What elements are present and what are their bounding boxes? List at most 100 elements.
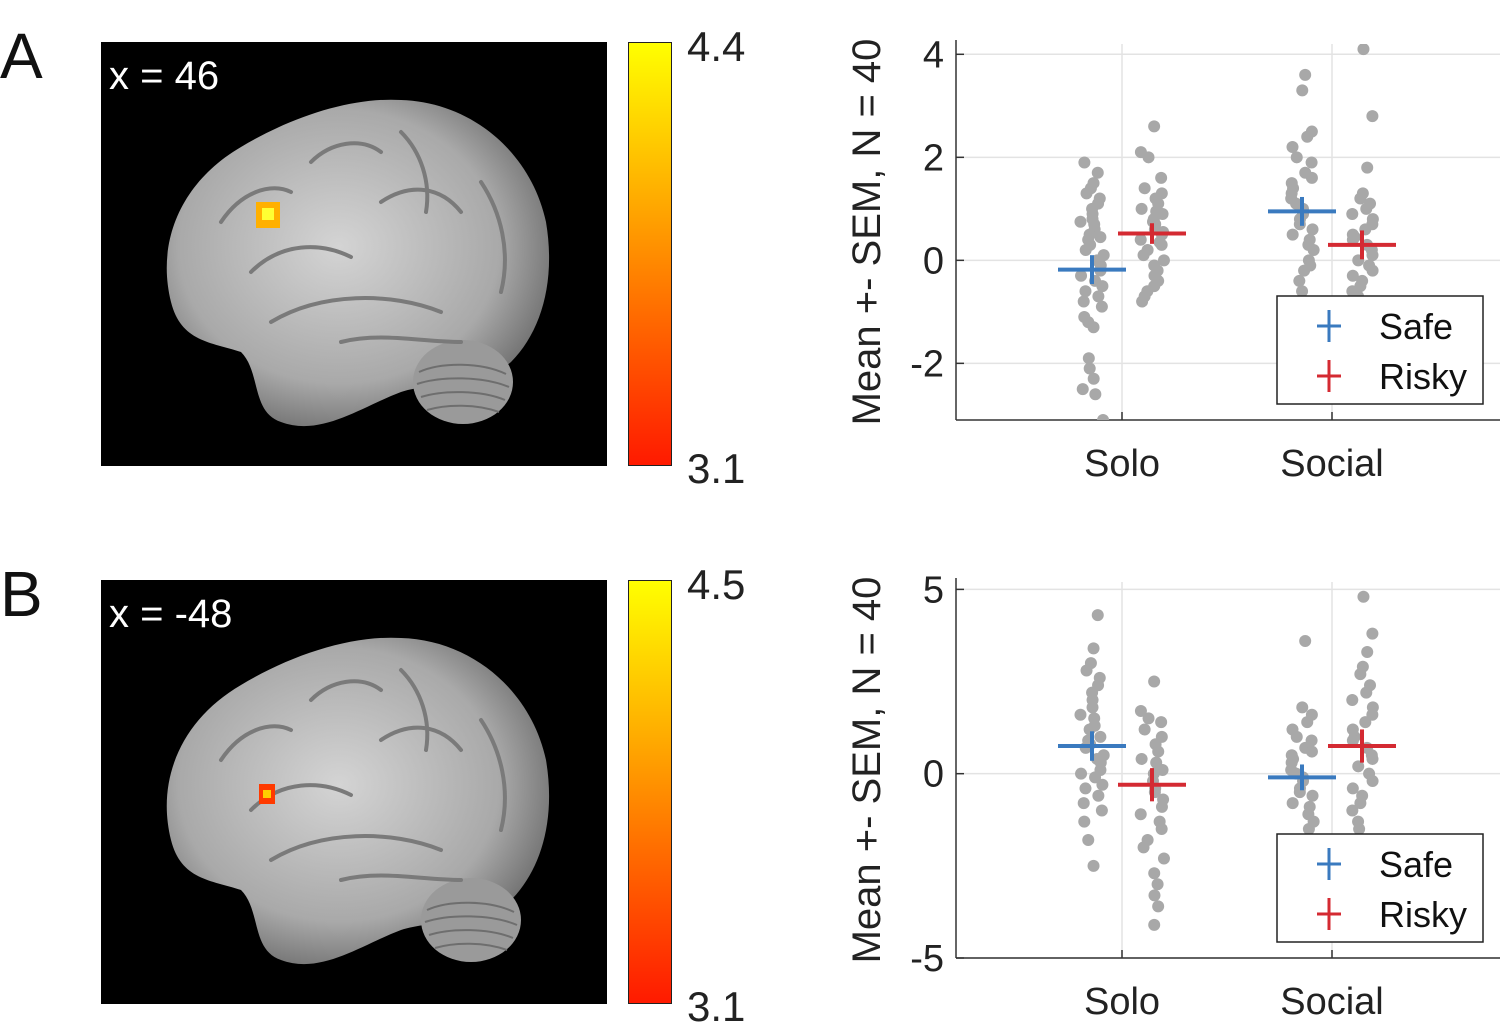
slice-coordinate-label-a: x = 46 (109, 54, 220, 98)
legend-box (1276, 833, 1484, 943)
colorbar-min-label-b: 3.1 (687, 983, 746, 1030)
cerebellum-b (421, 878, 521, 962)
y-axis-label: Mean +- SEM, N = 40 (845, 39, 889, 426)
panel-letter-b: B (0, 558, 43, 630)
plot-panel-b: -5 0 5 Solo Social Mean +- SEM, N = 40 Safe Ris… (845, 569, 1500, 1023)
data-point (1078, 815, 1091, 828)
data-point (1156, 207, 1169, 220)
data-point (1087, 321, 1100, 334)
data-point (1155, 800, 1168, 813)
data-point (1366, 752, 1379, 765)
data-point (1152, 745, 1165, 758)
data-point (1094, 231, 1107, 244)
data-point (1346, 782, 1359, 795)
data-point (1354, 668, 1367, 681)
data-point (1083, 362, 1096, 375)
data-point (1346, 269, 1359, 282)
data-point (1095, 300, 1108, 313)
data-point (1354, 192, 1367, 205)
gyri-lines-b (219, 668, 507, 882)
data-point (1079, 285, 1092, 298)
data-point (1306, 223, 1319, 236)
y-tick-label: 4 (923, 34, 944, 76)
data-point (1357, 590, 1370, 603)
activation-core-a (262, 208, 274, 220)
data-point (1151, 878, 1164, 891)
data-point (1296, 701, 1309, 714)
data-point (1074, 708, 1087, 721)
panel-letter-a: A (0, 20, 43, 92)
data-point (1089, 388, 1102, 401)
data-point (1346, 804, 1359, 817)
data-point (1148, 867, 1161, 880)
data-point (1302, 822, 1315, 835)
gyri-lines-a (219, 130, 507, 344)
data-point (1293, 274, 1306, 287)
sagittal-brain-a (166, 99, 550, 427)
data-point (1135, 202, 1148, 215)
x-tick-label: Solo (1084, 981, 1160, 1023)
data-point (1135, 752, 1148, 765)
data-point (1354, 797, 1367, 810)
data-point (1155, 716, 1168, 729)
x-tick-label: Social (1280, 981, 1384, 1023)
data-point (1155, 238, 1168, 251)
data-point (1357, 44, 1370, 56)
data-point (1148, 889, 1161, 902)
legend-label: Safe (1379, 844, 1453, 885)
colorbar-max-label-b: 4.5 (687, 561, 746, 608)
sagittal-brain-b (166, 637, 550, 965)
slice-coordinate-label-b: x = -48 (109, 592, 233, 636)
plot-panel-a: -2 0 2 4 Solo Social Mean +- SEM, N = 40 Safe Ri… (845, 34, 1500, 485)
brain-slice-image-b: x = -48 (101, 580, 607, 1004)
data-point (1301, 716, 1314, 729)
data-point (1096, 778, 1109, 791)
data-point (1301, 130, 1314, 143)
data-point (1293, 218, 1306, 231)
legend-label: Safe (1379, 306, 1453, 347)
data-point (1078, 156, 1091, 169)
cerebellum-folia-b (424, 901, 518, 951)
data-point (1293, 786, 1306, 799)
data-point (1296, 285, 1309, 298)
data-point (1286, 141, 1299, 154)
data-point (1138, 723, 1151, 736)
brain-slice-image-a: x = 46 (101, 42, 607, 466)
data-point (1136, 295, 1149, 308)
data-point (1137, 841, 1150, 854)
colorbar-max-label-a: 4.4 (687, 23, 746, 70)
data-point (1305, 171, 1318, 184)
data-point (1352, 760, 1365, 773)
data-point (1134, 808, 1147, 821)
data-point (1075, 767, 1088, 780)
data-point (1305, 156, 1318, 169)
data-point (1080, 664, 1093, 677)
colorbar-b (628, 580, 672, 1004)
y-tick-label: 5 (923, 569, 944, 611)
data-point (1094, 730, 1107, 743)
legend-label: Risky (1379, 894, 1467, 935)
data-point (1148, 120, 1161, 133)
data-point (1290, 151, 1303, 164)
data-point (1286, 797, 1299, 810)
data-point (1091, 609, 1104, 622)
data-point (1360, 686, 1373, 699)
data-point (1290, 730, 1303, 743)
data-point (1359, 716, 1372, 729)
data-point (1306, 789, 1319, 802)
data-point (1366, 627, 1379, 640)
data-point (1091, 166, 1104, 179)
y-axis-label: Mean +- SEM, N = 40 (845, 577, 889, 964)
data-point (1360, 202, 1373, 215)
y-tick-label: -2 (910, 343, 944, 385)
data-point (1096, 280, 1109, 293)
cerebellum-a (413, 340, 513, 424)
legend-box (1276, 295, 1484, 405)
colorbar-min-label-a: 3.1 (687, 445, 746, 492)
data-point (1082, 834, 1095, 847)
data-point (1299, 68, 1312, 81)
y-tick-label: 0 (923, 754, 944, 796)
data-point (1142, 151, 1155, 164)
data-point (1366, 775, 1379, 788)
